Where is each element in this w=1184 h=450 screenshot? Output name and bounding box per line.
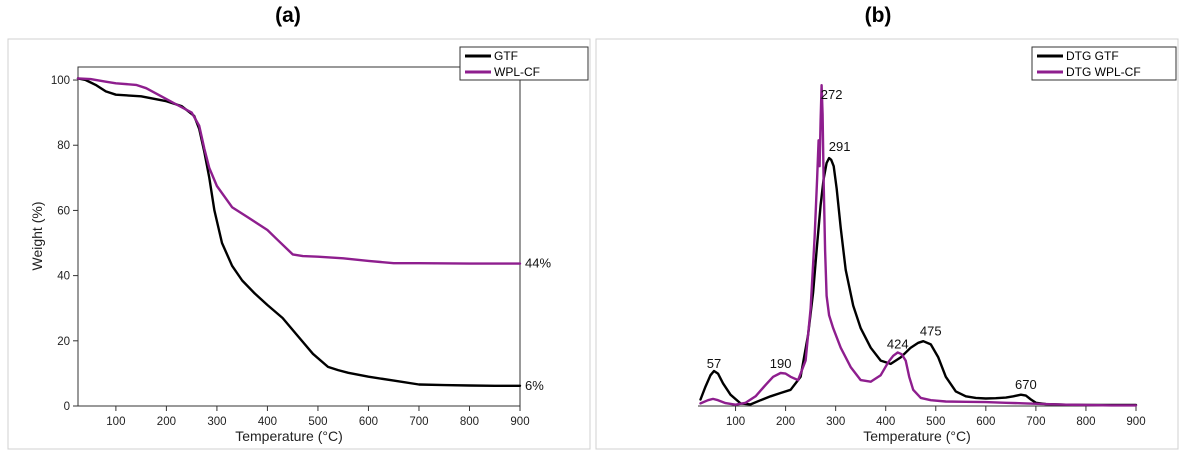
panel-b-x-axis-title: Temperature (°C) [863, 428, 971, 444]
panel-b-x-tick-label: 100 [726, 416, 745, 428]
legend-label-dtg-gtf: DTG GTF [1066, 49, 1119, 63]
annotation-424: 424 [887, 336, 909, 351]
panel-a-x-tick-label: 800 [460, 416, 479, 428]
panel-a-x-tick-label: 500 [308, 416, 327, 428]
panel-b-x-tick-label: 200 [776, 416, 795, 428]
panel-a-x-tick-label: 200 [157, 416, 176, 428]
panel-a-y-axis-title: Weight (%) [29, 202, 45, 271]
panel-b-x-tick-label: 800 [1076, 416, 1095, 428]
annotation-57: 57 [707, 356, 721, 371]
series-line-wpl-cf [76, 77, 522, 265]
annotation-475: 475 [920, 323, 942, 338]
legend-label-wpl-cf: WPL-CF [494, 65, 540, 79]
panel-a-y-ticks: 0 20 40 60 80 100 [51, 75, 78, 413]
panel-b-series [699, 83, 1138, 407]
panel-a-legend: GTF WPL-CF [459, 46, 589, 81]
panel-a-y-tick-label: 0 [64, 401, 70, 413]
panel-a-y-tick-label: 40 [57, 271, 70, 283]
panel-b-x-ticks: 100 200 300 400 500 600 700 800 900 [726, 406, 1146, 428]
panel-b-x-tick-label: 300 [826, 416, 845, 428]
panel-a-x-tick-label: 900 [510, 416, 529, 428]
annotation-6: 6% [525, 378, 544, 393]
panel-a-y-tick-label: 80 [57, 140, 70, 152]
panel-a-x-ticks: 100 200 300 400 500 600 700 800 900 [106, 406, 530, 428]
panel-b-annotations: 57 190 272 291 424 475 670 [707, 87, 1037, 392]
legend-label-gtf: GTF [494, 49, 518, 63]
annotation-190: 190 [770, 356, 792, 371]
legend-label-dtg-wpl-cf: DTG WPL-CF [1066, 65, 1141, 79]
panel-a: (a) 100 200 300 400 500 600 700 800 900 0 20 40 60 8… [7, 4, 591, 450]
panel-b-x-tick-label: 900 [1126, 416, 1145, 428]
panel-a-x-axis-title: Temperature (°C) [235, 428, 343, 444]
panel-a-x-tick-label: 100 [106, 416, 125, 428]
panel-a-legend-box [459, 46, 589, 81]
annotation-44: 44% [525, 256, 551, 271]
panel-a-x-tick-label: 300 [207, 416, 226, 428]
panel-a-y-tick-label: 60 [57, 205, 70, 217]
panel-a-border [7, 38, 591, 450]
panel-a-y-tick-label: 20 [57, 336, 70, 348]
panel-b-x-tick-label: 500 [926, 416, 945, 428]
panel-b-legend-box [1031, 46, 1177, 81]
annotation-272: 272 [821, 87, 843, 102]
panel-b-x-tick-label: 600 [976, 416, 995, 428]
panel-a-x-tick-label: 700 [409, 416, 428, 428]
panel-a-label: (a) [275, 4, 301, 27]
annotation-670: 670 [1015, 377, 1037, 392]
panel-b-x-tick-label: 400 [876, 416, 895, 428]
panel-a-x-tick-label: 600 [359, 416, 378, 428]
series-line-dtg-wpl-cf [699, 83, 1138, 407]
panel-a-annotations: 44% 6% [525, 256, 551, 393]
series-line-dtg-gtf [699, 156, 1138, 407]
panel-a-y-tick-label: 100 [51, 75, 70, 87]
panel-b: (b) 100 200 300 400 500 600 700 800 900 57 190 272… [595, 4, 1179, 450]
panel-a-x-tick-label: 400 [258, 416, 277, 428]
panel-b-x-tick-label: 700 [1026, 416, 1045, 428]
panel-a-series [76, 77, 522, 387]
annotation-291: 291 [829, 139, 851, 154]
panel-b-label: (b) [865, 4, 892, 27]
panel-b-legend: DTG GTF DTG WPL-CF [1031, 46, 1177, 81]
panel-a-plot-frame [77, 66, 521, 407]
panel-b-border [595, 38, 1179, 450]
series-line-gtf [76, 77, 522, 387]
